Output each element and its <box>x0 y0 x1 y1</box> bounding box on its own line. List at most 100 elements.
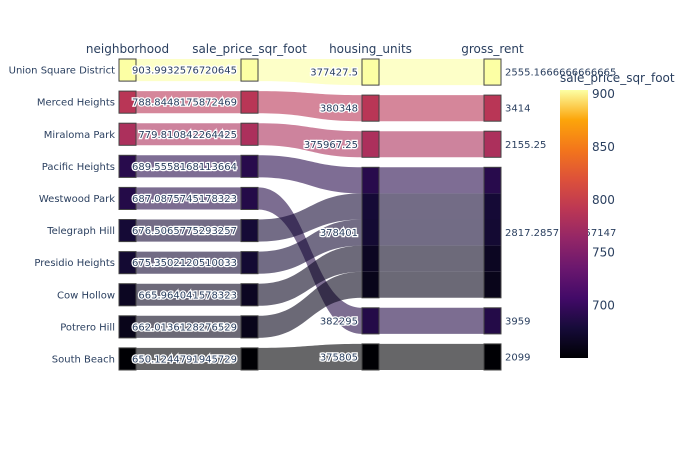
category-bar-sale-price-sqr-foot-689-5558168113664[interactable] <box>240 154 259 178</box>
category-bar-segment-gross-rent-cow-hollow[interactable] <box>484 245 501 272</box>
category-bar-sale-price-sqr-foot-687-0875745178323[interactable] <box>240 186 259 210</box>
ribbon-south-beach-sale-price-sqr-foot-to-housing-units[interactable] <box>258 343 362 370</box>
category-bar-segment-sale-price-sqr-foot-presidio-heights[interactable] <box>241 251 258 274</box>
ribbon-merced-heights-housing-units-to-gross-rent[interactable] <box>379 95 484 122</box>
category-bar-segment-gross-rent-westwood-park[interactable] <box>484 307 501 334</box>
category-bar-segment-sale-price-sqr-foot-merced-heights[interactable] <box>241 91 258 114</box>
category-bar-segment-neighborhood-union-square-district[interactable] <box>119 59 136 82</box>
ribbon-pacific-heights-sale-price-sqr-foot-to-housing-units[interactable] <box>258 155 362 194</box>
ribbon-union-square-district-neighborhood-to-sale-price-sqr-foot[interactable] <box>136 59 241 82</box>
category-bar-segment-gross-rent-miraloma-park[interactable] <box>484 131 501 158</box>
category-bar-housing-units-382295[interactable] <box>361 307 380 335</box>
category-bar-gross-rent-2817-2857142857147[interactable] <box>483 166 502 299</box>
category-bar-segment-sale-price-sqr-foot-cow-hollow[interactable] <box>241 283 258 306</box>
category-bar-sale-price-sqr-foot-788-8448175872469[interactable] <box>240 90 259 114</box>
ribbon-cow-hollow-neighborhood-to-sale-price-sqr-foot[interactable] <box>136 283 241 306</box>
ribbon-south-beach-neighborhood-to-sale-price-sqr-foot[interactable] <box>136 347 241 370</box>
category-bar-sale-price-sqr-foot-676-5065775293257[interactable] <box>240 219 259 243</box>
category-bar-segment-neighborhood-cow-hollow[interactable] <box>119 283 136 306</box>
category-bar-segment-housing-units-cow-hollow[interactable] <box>362 245 379 272</box>
category-bar-neighborhood-westwood-park[interactable] <box>118 186 137 210</box>
ribbon-merced-heights-sale-price-sqr-foot-to-housing-units[interactable] <box>258 91 362 122</box>
category-bar-housing-units-378401[interactable] <box>361 166 380 299</box>
category-bar-neighborhood-telegraph-hill[interactable] <box>118 219 137 243</box>
ribbon-miraloma-park-neighborhood-to-sale-price-sqr-foot[interactable] <box>136 123 241 146</box>
category-bar-segment-housing-units-potrero-hill[interactable] <box>362 271 379 298</box>
ribbon-presidio-heights-housing-units-to-gross-rent[interactable] <box>379 219 484 246</box>
dimension-title-neighborhood[interactable]: neighborhood <box>86 42 169 56</box>
category-bar-segment-sale-price-sqr-foot-south-beach[interactable] <box>241 347 258 370</box>
category-bar-neighborhood-merced-heights[interactable] <box>118 90 137 114</box>
category-bar-segment-gross-rent-telegraph-hill[interactable] <box>484 193 501 220</box>
category-bar-sale-price-sqr-foot-650-1244791945729[interactable] <box>240 347 259 371</box>
category-bar-segment-neighborhood-potrero-hill[interactable] <box>119 315 136 338</box>
category-bar-segment-housing-units-westwood-park[interactable] <box>362 307 379 334</box>
ribbon-merced-heights-neighborhood-to-sale-price-sqr-foot[interactable] <box>136 91 241 114</box>
ribbon-miraloma-park-housing-units-to-gross-rent[interactable] <box>379 131 484 158</box>
category-bar-housing-units-380348[interactable] <box>361 94 380 122</box>
ribbon-telegraph-hill-sale-price-sqr-foot-to-housing-units[interactable] <box>258 193 362 242</box>
category-bar-sale-price-sqr-foot-675-3502120510033[interactable] <box>240 251 259 275</box>
category-bar-segment-housing-units-pacific-heights[interactable] <box>362 167 379 194</box>
category-bar-segment-housing-units-south-beach[interactable] <box>362 343 379 370</box>
category-bar-segment-neighborhood-south-beach[interactable] <box>119 347 136 370</box>
category-bar-neighborhood-pacific-heights[interactable] <box>118 154 137 178</box>
ribbon-miraloma-park-sale-price-sqr-foot-to-housing-units[interactable] <box>258 123 362 158</box>
category-bar-segment-sale-price-sqr-foot-union-square-district[interactable] <box>241 59 258 82</box>
category-bar-segment-neighborhood-presidio-heights[interactable] <box>119 251 136 274</box>
ribbon-presidio-heights-neighborhood-to-sale-price-sqr-foot[interactable] <box>136 251 241 274</box>
ribbon-cow-hollow-housing-units-to-gross-rent[interactable] <box>379 245 484 272</box>
category-bar-sale-price-sqr-foot-779-810842264425[interactable] <box>240 122 259 146</box>
ribbon-potrero-hill-housing-units-to-gross-rent[interactable] <box>379 271 484 298</box>
category-bar-housing-units-377427-5[interactable] <box>361 58 380 86</box>
category-bar-gross-rent-3414[interactable] <box>483 94 502 122</box>
category-bar-sale-price-sqr-foot-665-964041578323[interactable] <box>240 283 259 307</box>
category-bar-segment-housing-units-merced-heights[interactable] <box>362 95 379 122</box>
category-bar-neighborhood-presidio-heights[interactable] <box>118 251 137 275</box>
ribbon-telegraph-hill-housing-units-to-gross-rent[interactable] <box>379 193 484 220</box>
category-bar-neighborhood-union-square-district[interactable] <box>118 58 137 82</box>
dimension-title-sale-price-sqr-foot[interactable]: sale_price_sqr_foot <box>192 42 307 56</box>
ribbon-union-square-district-sale-price-sqr-foot-to-housing-units[interactable] <box>258 59 362 86</box>
category-bar-segment-sale-price-sqr-foot-miraloma-park[interactable] <box>241 123 258 146</box>
category-bar-segment-sale-price-sqr-foot-potrero-hill[interactable] <box>241 315 258 338</box>
category-bar-neighborhood-miraloma-park[interactable] <box>118 122 137 146</box>
category-bar-segment-gross-rent-south-beach[interactable] <box>484 343 501 370</box>
category-bar-sale-price-sqr-foot-662-0136128276529[interactable] <box>240 315 259 339</box>
category-bar-segment-neighborhood-merced-heights[interactable] <box>119 91 136 114</box>
dimension-title-gross-rent[interactable]: gross_rent <box>461 42 524 56</box>
ribbon-potrero-hill-sale-price-sqr-foot-to-housing-units[interactable] <box>258 271 362 338</box>
ribbon-telegraph-hill-neighborhood-to-sale-price-sqr-foot[interactable] <box>136 219 241 242</box>
category-bar-segment-neighborhood-miraloma-park[interactable] <box>119 123 136 146</box>
category-bar-segment-gross-rent-potrero-hill[interactable] <box>484 271 501 298</box>
ribbon-westwood-park-housing-units-to-gross-rent[interactable] <box>379 307 484 334</box>
category-bar-segment-sale-price-sqr-foot-telegraph-hill[interactable] <box>241 219 258 242</box>
category-bar-gross-rent-3959[interactable] <box>483 307 502 335</box>
ribbon-cow-hollow-sale-price-sqr-foot-to-housing-units[interactable] <box>258 245 362 306</box>
category-bar-segment-gross-rent-presidio-heights[interactable] <box>484 219 501 246</box>
category-bar-segment-housing-units-miraloma-park[interactable] <box>362 131 379 158</box>
category-bar-segment-sale-price-sqr-foot-pacific-heights[interactable] <box>241 155 258 178</box>
ribbon-pacific-heights-neighborhood-to-sale-price-sqr-foot[interactable] <box>136 155 241 178</box>
category-bar-neighborhood-potrero-hill[interactable] <box>118 315 137 339</box>
category-bar-segment-sale-price-sqr-foot-westwood-park[interactable] <box>241 187 258 210</box>
ribbon-presidio-heights-sale-price-sqr-foot-to-housing-units[interactable] <box>258 219 362 274</box>
category-bar-segment-gross-rent-pacific-heights[interactable] <box>484 167 501 194</box>
category-bar-segment-neighborhood-westwood-park[interactable] <box>119 187 136 210</box>
category-bar-segment-housing-units-telegraph-hill[interactable] <box>362 193 379 220</box>
ribbon-pacific-heights-housing-units-to-gross-rent[interactable] <box>379 167 484 194</box>
category-bar-segment-gross-rent-merced-heights[interactable] <box>484 95 501 122</box>
category-bar-gross-rent-2155-25[interactable] <box>483 130 502 158</box>
category-bar-segment-neighborhood-pacific-heights[interactable] <box>119 155 136 178</box>
category-bar-gross-rent-2555-1666666666665[interactable] <box>483 58 502 86</box>
ribbon-westwood-park-neighborhood-to-sale-price-sqr-foot[interactable] <box>136 187 241 210</box>
dimension-title-housing-units[interactable]: housing_units <box>329 42 412 56</box>
category-bar-segment-housing-units-presidio-heights[interactable] <box>362 219 379 246</box>
category-bar-housing-units-375805[interactable] <box>361 343 380 371</box>
category-bar-sale-price-sqr-foot-903-9932576720645[interactable] <box>240 58 259 82</box>
category-bar-segment-neighborhood-telegraph-hill[interactable] <box>119 219 136 242</box>
ribbon-south-beach-housing-units-to-gross-rent[interactable] <box>379 343 484 370</box>
category-bar-neighborhood-cow-hollow[interactable] <box>118 283 137 307</box>
category-bar-neighborhood-south-beach[interactable] <box>118 347 137 371</box>
ribbon-union-square-district-housing-units-to-gross-rent[interactable] <box>379 59 484 86</box>
